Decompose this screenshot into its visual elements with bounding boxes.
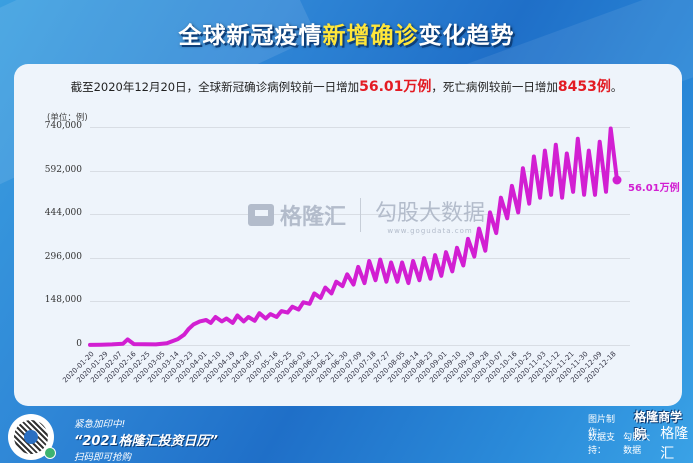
- cases-line: [88, 126, 619, 347]
- promo-line3: 扫码即可抢购: [74, 452, 132, 463]
- title-highlight: 新增确诊: [322, 23, 419, 49]
- summary-middle: ，死亡病例较前一日增加: [431, 80, 558, 94]
- gridline: [90, 301, 630, 303]
- promo-line2: “2021格隆汇投资日历”: [74, 434, 218, 449]
- credits: 图片制作： 格隆商学院 数据支持： 勾股大数据 格隆汇: [588, 410, 693, 462]
- watermark: 格隆汇 勾股大数据 www.gogudata.com: [248, 195, 485, 235]
- y-tick-label: 296,000: [44, 251, 82, 262]
- summary-suffix: 。: [610, 80, 623, 94]
- watermark-data-brand: 勾股大数据: [375, 201, 486, 226]
- watermark-brand: 格隆汇: [280, 205, 347, 230]
- gridline: [90, 257, 630, 259]
- summary-text: 截至2020年12月20日，全球新冠确诊病例较前一日增加56.01万例，死亡病例…: [0, 76, 693, 96]
- title-part2: 变化趋势: [418, 23, 515, 49]
- gridline: [90, 345, 630, 346]
- footer-logo: 格隆汇: [660, 426, 689, 462]
- credit-value: 格隆商学院: [634, 410, 683, 441]
- watermark-divider: [360, 198, 362, 232]
- cases-increase-value: 56.01万例: [359, 79, 432, 95]
- gridline: [90, 127, 630, 128]
- watermark-url: www.gogudata.com: [387, 227, 473, 235]
- page-title: 全球新冠疫情新增确诊变化趋势: [0, 16, 693, 50]
- gridline: [90, 170, 630, 172]
- chart-panel: [14, 64, 682, 406]
- y-axis-unit: (单位：例): [47, 113, 88, 123]
- y-tick-label: 148,000: [44, 295, 82, 306]
- end-point-label: 56.01万例: [628, 183, 680, 194]
- promo-block: 紧急加印中! “2021格隆汇投资日历” 扫码即可抢购: [74, 416, 218, 463]
- credit-label: 图片制作：: [588, 415, 616, 438]
- title-part1: 全球新冠疫情: [178, 23, 323, 49]
- source-value: 勾股大数据: [623, 433, 651, 456]
- deaths-increase-value: 8453例: [557, 79, 611, 95]
- gelonghui-logo-icon: [248, 204, 274, 226]
- y-tick-label: 740,000: [44, 121, 82, 131]
- y-tick-label: 592,000: [44, 164, 82, 175]
- qr-logo-icon: [24, 430, 38, 444]
- y-tick-label: 444,000: [44, 208, 82, 219]
- gridline: [90, 214, 630, 216]
- end-point-marker: [612, 175, 622, 185]
- source-label: 数据支持：: [588, 433, 616, 456]
- wechat-badge-icon: [44, 447, 56, 459]
- y-tick-label: 0: [76, 339, 82, 349]
- summary-prefix: 截至2020年12月20日，全球新冠确诊病例较前一日增加: [70, 80, 360, 94]
- promo-line1: 紧急加印中!: [74, 419, 126, 430]
